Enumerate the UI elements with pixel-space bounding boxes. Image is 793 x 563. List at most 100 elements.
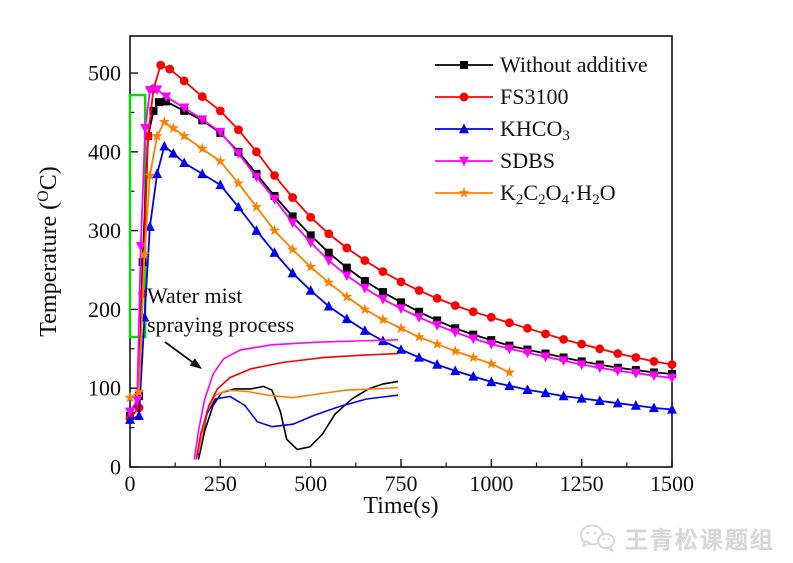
marker-triangle-up [486,376,497,387]
marker-square [154,98,163,107]
marker-star [395,322,407,334]
marker-triangle-up [432,359,443,369]
marker-triangle-down [251,172,262,183]
marker-triangle-down [522,348,533,359]
marker-triangle-down [486,339,497,350]
marker-triangle-up [179,157,190,168]
marker-star [167,122,179,133]
marker-triangle-up [323,300,334,311]
marker-circle [179,76,189,86]
marker-circle [197,92,207,102]
marker-square [415,307,424,316]
marker-triangle-up [522,384,533,394]
x-tick-label: 0 [125,471,136,496]
x-tick-label: 1250 [560,471,604,496]
marker-triangle-up [468,370,479,381]
marker-triangle-down [233,149,244,159]
inset-line [197,380,399,460]
marker-triangle-down [323,256,334,266]
marker-star [449,345,461,356]
marker-triangle-down [341,271,352,281]
marker-circle [541,329,550,339]
marker-triangle-up [168,148,179,158]
marker-triangle-up [159,140,170,151]
marker-triangle-up [594,395,605,406]
marker-triangle-down [161,92,172,103]
marker-circle [342,243,352,253]
marker-star [196,142,208,154]
x-tick-label: 1000 [469,471,513,496]
marker-triangle-up [504,380,515,391]
marker-triangle-up [305,285,316,295]
y-tick-label: 100 [88,376,121,401]
marker-star [268,224,281,236]
legend-label: FS3100 [500,84,568,109]
marker-triangle-down [540,352,551,363]
marker-circle [613,349,623,358]
marker-circle [288,193,297,202]
marker-triangle-down [144,86,155,96]
marker-circle [450,301,460,310]
marker-square [397,298,405,307]
marker-circle [396,277,406,287]
marker-star [138,248,151,259]
marker-triangle-down [179,103,190,114]
watermark: 王青松课题组 [577,521,775,555]
marker-triangle-down [468,334,479,344]
legend: Without additive FS3100 KHCO3 SDBS K2C2O4·H2… [435,52,648,208]
marker-triangle-down [667,373,677,384]
marker-triangle-down [450,328,461,338]
marker-circle [252,147,261,157]
marker-triangle-down [359,283,370,294]
marker-star [377,313,389,325]
marker-triangle-down [197,115,208,125]
y-tick-label: 0 [110,455,121,480]
marker-triangle-up [269,247,280,257]
marker-triangle-down [612,366,623,377]
marker-star [467,351,479,363]
marker-circle [523,323,532,333]
marker-triangle-down [576,360,587,370]
marker-triangle-down [558,356,569,367]
marker-triangle-down [152,85,163,95]
marker-circle [468,307,478,317]
series-khco3 [125,140,677,424]
marker-triangle-up [233,201,244,212]
marker-triangle-down [396,304,406,315]
marker-triangle-up [612,397,623,408]
marker-triangle-down [215,127,226,138]
marker-star [485,357,497,369]
annotation-arrowhead [189,358,202,369]
marker-star [503,366,515,378]
marker-star [458,187,470,198]
marker-triangle-up [197,168,208,179]
legend-item-without-additive: Without additive [435,52,648,77]
legend-item-k2c2o4-h2o: K2C2O4·H2O [435,180,616,208]
marker-triangle-up [459,123,469,134]
marker-square [138,258,147,267]
marker-star [305,261,317,272]
marker-star [323,276,335,288]
legend-label: Without additive [500,52,648,77]
marker-circle [577,339,587,349]
x-tick-label: 250 [204,471,237,496]
marker-triangle-down [305,238,316,248]
x-tick-label: 500 [294,471,327,496]
annotation-line: Water mist [147,283,242,308]
marker-triangle-down [432,320,443,331]
marker-circle [156,60,166,70]
marker-triangle-up [396,344,406,354]
marker-triangle-up [648,402,659,413]
marker-triangle-up [576,393,587,403]
marker-triangle-up [215,179,226,190]
legend-item-sdbs: SDBS [435,148,555,173]
inset-plot [193,339,399,460]
x-tick-label: 750 [385,471,418,496]
marker-star [178,130,190,141]
marker-triangle-down [648,371,659,381]
marker-star [232,177,244,189]
marker-circle [270,171,279,180]
marker-triangle-down [269,194,280,205]
